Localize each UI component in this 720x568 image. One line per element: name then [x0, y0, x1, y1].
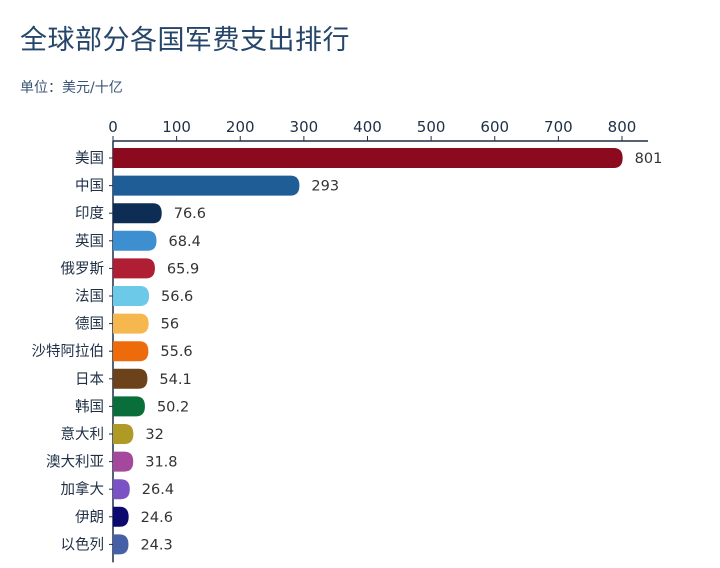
category-label: 以色列: [61, 536, 105, 553]
value-label: 31.8: [145, 455, 177, 471]
bar: [113, 313, 149, 334]
bar: [113, 451, 134, 472]
category-label: 俄罗斯: [61, 260, 105, 277]
value-label: 50.2: [157, 399, 189, 415]
category-label: 沙特阿拉伯: [32, 343, 105, 360]
value-label: 26.4: [142, 482, 174, 498]
chart-subtitle: 单位：美元/十亿: [20, 80, 123, 96]
value-label: 56.6: [161, 289, 193, 305]
value-label: 68.4: [169, 234, 201, 250]
category-label: 韩国: [75, 398, 104, 415]
value-label: 56: [161, 317, 179, 333]
bar: [113, 258, 155, 279]
value-label: 32: [145, 427, 163, 443]
value-label: 24.3: [140, 537, 172, 553]
bar: [113, 148, 623, 168]
value-label: 65.9: [167, 261, 199, 277]
category-label: 美国: [75, 150, 104, 167]
bar: [113, 479, 130, 500]
category-label: 伊朗: [75, 509, 104, 526]
category-label: 日本: [75, 371, 104, 388]
category-label: 加拿大: [61, 480, 105, 498]
x-tick-label: 700: [544, 118, 573, 136]
category-label: 印度: [75, 205, 104, 222]
bar: [113, 506, 129, 527]
x-tick-label: 600: [480, 118, 509, 136]
x-tick-label: 800: [608, 118, 637, 136]
value-label: 55.6: [160, 344, 192, 360]
chart-title: 全球部分各国军费支出排行: [20, 25, 350, 56]
bar: [113, 424, 134, 444]
bar: [113, 175, 300, 196]
value-label: 54.1: [159, 372, 191, 388]
value-label: 24.6: [141, 510, 173, 526]
category-label: 法国: [75, 288, 104, 305]
x-tick-label: 300: [290, 118, 319, 136]
category-label: 意大利: [61, 425, 105, 443]
bar: [113, 203, 162, 224]
bar: [113, 341, 149, 362]
bar: [113, 534, 129, 555]
category-label: 德国: [75, 316, 104, 333]
category-label: 英国: [75, 232, 104, 250]
x-tick-label: 200: [226, 118, 255, 136]
x-tick-label: 0: [108, 118, 118, 136]
category-label: 中国: [75, 178, 104, 195]
value-label: 801: [635, 151, 663, 167]
bar: [113, 396, 145, 417]
x-tick-label: 100: [162, 118, 191, 136]
value-label: 293: [311, 179, 339, 195]
x-tick-label: 400: [353, 118, 382, 136]
value-label: 76.6: [174, 206, 206, 222]
bar: [113, 230, 157, 251]
category-label: 澳大利亚: [46, 454, 104, 471]
x-tick-label: 500: [417, 118, 446, 136]
bar: [113, 286, 150, 306]
bar: [113, 368, 148, 389]
